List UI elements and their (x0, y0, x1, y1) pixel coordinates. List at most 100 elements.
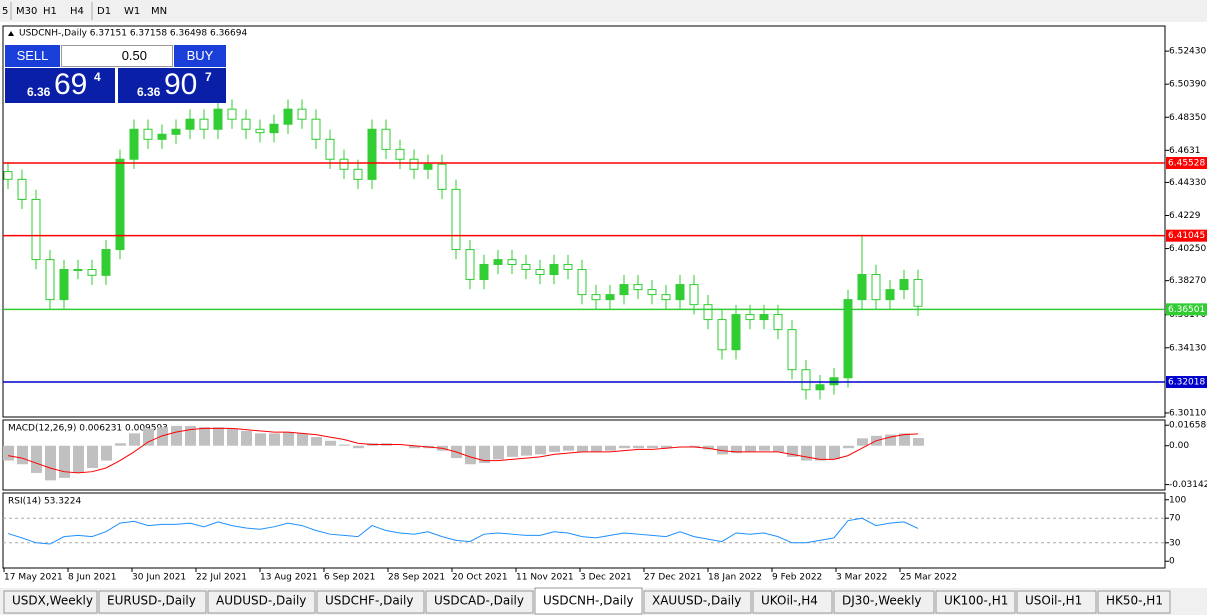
candle-body (647, 289, 657, 296)
tab[interactable] (98, 590, 207, 614)
candle-body (479, 263, 489, 281)
candle-body (549, 263, 559, 276)
macd-bar (773, 445, 784, 452)
macd-bar (269, 433, 280, 446)
y-tick-label: 6.50390 (1169, 80, 1206, 90)
candle-body (115, 158, 125, 251)
candle-body (395, 148, 405, 160)
macd-bar (227, 428, 238, 446)
period-button[interactable]: M30 (16, 6, 37, 17)
macd-bar (577, 445, 588, 452)
macd-bar (899, 433, 910, 446)
candle-body (213, 108, 223, 130)
candle-body (535, 268, 545, 276)
macd-bar (507, 445, 518, 457)
macd-bar (87, 445, 98, 468)
candle-body (3, 171, 13, 180)
macd-bar (409, 445, 420, 449)
toolbar (0, 0, 1207, 22)
macd-bar (115, 443, 126, 446)
candle-body (381, 128, 391, 150)
tab-label[interactable]: AUDUSD-,Daily (216, 594, 306, 608)
y-tick-label: 6.48350 (1169, 113, 1206, 123)
macd-bar (213, 427, 224, 446)
y-tick-label: 6.30110 (1169, 408, 1206, 418)
y-tick-label: 100 (1169, 495, 1186, 505)
x-tick-label: 3 Dec 2021 (580, 573, 632, 583)
tab-label[interactable]: EURUSD-,Daily (107, 594, 196, 608)
tab-label[interactable]: USDCHF-,Daily (325, 594, 413, 608)
sell-price[interactable]: 6.36 69 4 (5, 68, 115, 103)
x-tick-label: 8 Jun 2021 (68, 573, 116, 583)
period-button[interactable]: MN (151, 6, 167, 17)
macd-bar (843, 445, 854, 449)
macd-bar (171, 425, 182, 446)
candle-body (871, 274, 881, 301)
macd-bar (745, 445, 756, 452)
candle-body (465, 249, 475, 281)
tab[interactable] (752, 590, 833, 614)
candle-body (759, 314, 769, 321)
macd-bar (829, 445, 840, 460)
lot-input[interactable]: 0.50 (61, 45, 173, 67)
price-level-tag (1166, 376, 1207, 389)
x-tick-label: 3 Mar 2022 (836, 573, 887, 583)
tab[interactable] (3, 590, 98, 614)
candle-body (633, 284, 643, 291)
tab-label[interactable]: DJ30-,Weekly (842, 594, 922, 608)
buy-button[interactable]: BUY (174, 45, 226, 67)
tab-label[interactable]: UK100-,H1 (944, 594, 1008, 608)
candle-body (353, 168, 363, 180)
tab-label[interactable]: UKOil-,H4 (761, 594, 818, 608)
tab[interactable] (1097, 590, 1171, 614)
tab[interactable] (316, 590, 425, 614)
macd-bar (605, 445, 616, 451)
price-level-tag (1166, 229, 1207, 242)
tab-label[interactable]: XAUUSD-,Daily (652, 594, 741, 608)
macd-bar (339, 444, 350, 446)
macd-bar (913, 438, 924, 446)
tab-label[interactable]: USOil-,H1 (1025, 594, 1082, 608)
candle-body (815, 384, 825, 391)
tab[interactable] (207, 590, 316, 614)
tab[interactable] (534, 587, 643, 615)
period-button[interactable]: 5 (2, 6, 8, 17)
candle-body (311, 118, 321, 140)
y-tick-label: 0 (1169, 557, 1175, 567)
tab[interactable] (643, 590, 752, 614)
tab[interactable] (833, 590, 935, 614)
candle-body (605, 294, 615, 301)
candle-body (31, 198, 41, 261)
candle-body (451, 188, 461, 251)
price-level-tag (1166, 303, 1207, 316)
buy-price[interactable]: 6.36 90 7 (118, 68, 226, 103)
candle-body (143, 128, 153, 140)
sell-button[interactable]: SELL (5, 45, 60, 67)
candle-body (591, 294, 601, 301)
tab[interactable] (1016, 590, 1097, 614)
tab-label[interactable]: USDCNH-,Daily (543, 594, 634, 608)
tab-label[interactable]: USDX,Weekly (12, 594, 93, 608)
period-button[interactable]: W1 (124, 6, 140, 17)
tab[interactable] (935, 590, 1016, 614)
candle-body (787, 329, 797, 371)
candle-body (689, 284, 699, 306)
x-tick-label: 22 Jul 2021 (196, 573, 247, 583)
tab-label[interactable]: USDCAD-,Daily (434, 594, 524, 608)
tab-label[interactable]: HK50-,H1 (1106, 594, 1163, 608)
period-button[interactable]: H1 (43, 6, 57, 17)
x-tick-label: 18 Jan 2022 (708, 573, 762, 583)
macd-bar (759, 445, 770, 451)
y-tick-label: 6.38270 (1169, 276, 1206, 286)
period-button[interactable]: D1 (97, 6, 111, 17)
price-level-label: 6.41045 (1168, 231, 1205, 241)
macd-bar (311, 437, 322, 446)
x-tick-label: 27 Dec 2021 (644, 573, 702, 583)
tab[interactable] (425, 590, 534, 614)
rsi-title: RSI(14) 53.3224 (8, 497, 81, 507)
x-tick-label: 9 Feb 2022 (772, 573, 822, 583)
macd-bar (129, 433, 140, 446)
period-button[interactable]: H4 (70, 6, 84, 17)
candle-body (101, 249, 111, 276)
